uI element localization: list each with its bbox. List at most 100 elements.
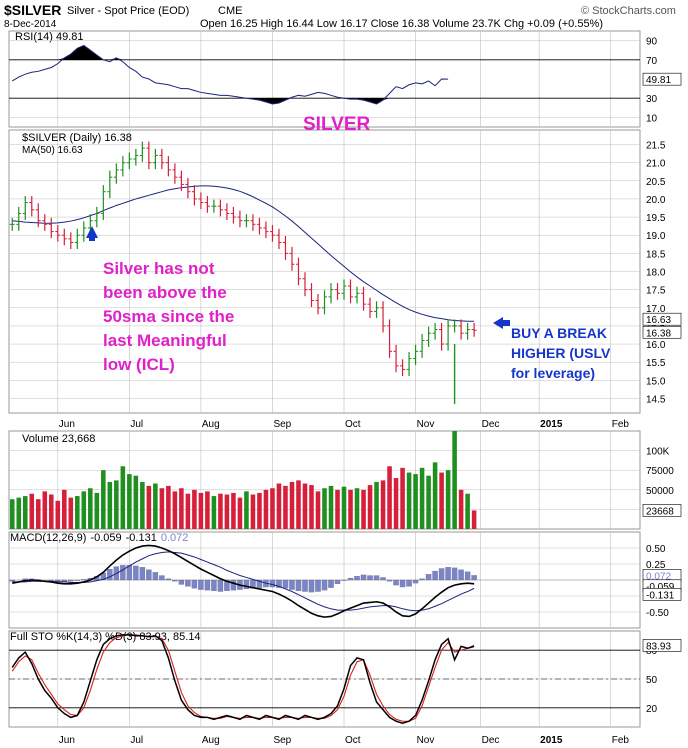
note-line: 50sma since the [103,307,234,326]
volume-bar [465,493,470,529]
rsi-tick-label: 30 [646,94,658,105]
volume-bar [445,470,451,529]
macd-hist-bar [445,567,451,581]
macd-hist-bar [256,579,263,588]
macd-hist-bar [458,569,464,581]
volume-bar [88,488,93,529]
price-tick-label: 17.0 [646,304,666,315]
volume-bar [380,480,386,529]
volume-bar [413,474,418,529]
price-tick-label: 18.0 [646,268,666,279]
volume-bar [270,488,275,529]
volume-bar [315,491,321,529]
sto-tick-label: 50 [646,675,658,686]
time-label-bottom: Aug [202,735,220,746]
volume-bar [29,493,35,529]
price-tick-label: 15.5 [646,358,666,369]
macd-hist-bar [172,579,178,582]
macd-hist-bar [217,579,224,592]
volume-bar [257,492,262,529]
volume-bar [224,494,230,529]
volume-bar [302,483,308,529]
macd-hist-bar [393,579,399,586]
time-label-bottom: Oct [345,735,361,746]
volume-bar [458,489,464,529]
macd-hist-flag-text: 0.072 [646,571,671,582]
volume-bar [432,462,438,529]
macd-tick-label: -0.50 [646,608,669,619]
volume-bar [374,481,379,529]
note-annotation: Silver has not been above the 50sma since … [103,259,234,374]
macd-hist-bar [315,579,321,592]
volume-bar [328,485,334,529]
silver-annotation: SILVER [303,114,370,135]
volume-bar [185,493,191,529]
volume-bar [283,485,288,529]
volume-title: Volume 23,668 [22,433,95,445]
volume-bar [244,491,249,529]
macd-hist-bar [107,569,113,581]
macd-hist-bar [243,579,250,590]
volume-last-flag-text: 23668 [646,506,674,517]
macd-line [12,544,475,618]
volume-bar [166,485,171,529]
volume-bar [348,489,353,529]
volume-bar [68,497,74,529]
date-label: 8-Dec-2014 [4,19,57,30]
price-tick-label: 16.0 [646,340,666,351]
price-tick-label: 21.0 [646,159,666,170]
volume-bar [42,491,48,529]
macd-hist-bar [74,579,81,581]
time-label-bottom: Jul [130,735,143,746]
up-arrow-icon [86,226,98,241]
macd-hist-bar [308,579,315,593]
macd-hist-bar [354,576,360,581]
macd-hist-bar [146,569,152,581]
buy-line: for leverage) [511,365,595,381]
price-title: $SILVER (Daily) 16.38 [22,132,132,144]
ma50-line [12,185,475,322]
price-tick-label: 15.0 [646,376,666,387]
volume-bar [367,485,373,529]
macd-hist-bar [152,572,159,581]
volume-bar [439,472,444,529]
volume-bar [393,478,399,529]
macd-hist-bar [321,579,328,591]
macd-hist-bar [380,577,386,581]
price-tick-label: 19.5 [646,213,666,224]
volume-bar [62,489,67,529]
volume-bar [179,488,184,529]
time-label-bottom: Nov [417,735,435,746]
price-tick-label: 20.0 [646,195,666,206]
rsi-line [11,44,449,105]
macd-hist-bar [295,579,302,591]
macd-hist-bar [347,577,354,581]
macd-hist-bar [230,579,237,591]
volume-bar [55,500,61,529]
macd-hist-bar [302,579,308,592]
volume-bar [361,489,366,529]
macd-hist-bar [360,574,367,581]
volume-bar [198,492,204,529]
time-label-mid: Feb [612,419,630,430]
volume-bar [133,475,139,529]
quote-line: Open 16.25 High 16.44 Low 16.17 Close 16… [200,18,603,30]
macd-title: MACD(12,26,9) -0.059 -0.131 0.072 [10,532,188,544]
macd-hist-bar [185,579,191,587]
time-label-mid: Jul [130,419,143,430]
volume-bar [107,481,113,529]
exchange-label: CME [218,5,242,17]
macd-hist-bar [68,579,74,582]
macd-hist-bar [438,568,445,581]
volume-bar [335,489,340,529]
macd-hist-bar [412,579,419,584]
time-label-bottom: Feb [612,735,630,746]
macd-hist-bar [334,579,341,584]
sto-last-flag [642,639,682,652]
macd-hist-bar [204,579,211,591]
volume-bar [218,493,223,529]
macd-hist-bar [464,571,471,581]
macd-hist-bar [165,578,172,581]
macd-hist-bar [399,579,406,588]
time-label-mid: Aug [202,419,220,430]
